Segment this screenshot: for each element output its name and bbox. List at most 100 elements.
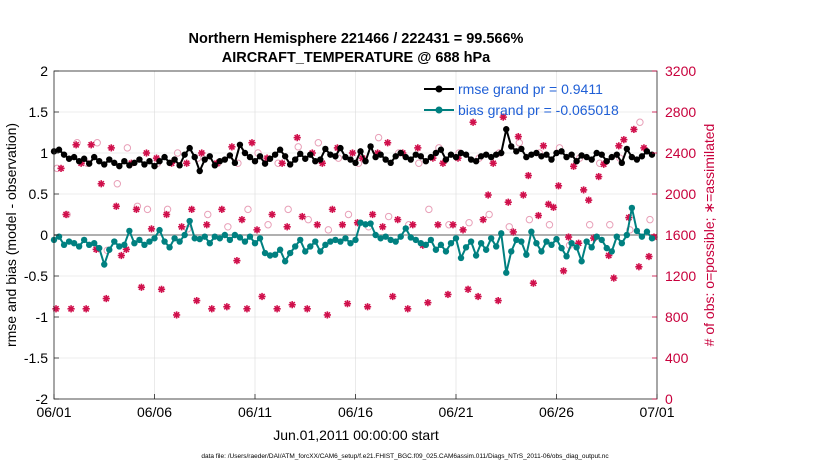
bias-point bbox=[472, 252, 480, 259]
y-right-tick-label: 800 bbox=[665, 309, 689, 325]
bias-point bbox=[126, 227, 133, 235]
rmse-point bbox=[648, 151, 656, 158]
legend-rmse-marker bbox=[435, 85, 443, 93]
rmse-point bbox=[548, 156, 555, 163]
bias-point bbox=[543, 238, 550, 245]
possible-obs-point bbox=[143, 205, 152, 214]
bias-point bbox=[347, 240, 354, 247]
y-left-tick-label: -0.5 bbox=[24, 268, 48, 284]
assimilated-obs-point bbox=[243, 305, 251, 313]
rmse-point bbox=[472, 158, 480, 165]
bias-point bbox=[573, 244, 580, 251]
rmse-point bbox=[65, 155, 73, 162]
rmse-point bbox=[357, 148, 364, 155]
bias-point bbox=[116, 243, 123, 250]
rmse-point bbox=[266, 155, 274, 162]
assimilated-obs-point bbox=[188, 205, 196, 213]
bias-point bbox=[317, 248, 324, 255]
rmse-point bbox=[387, 159, 394, 167]
rmse-point bbox=[628, 153, 636, 161]
y-left-tick-label: 0.5 bbox=[29, 186, 49, 202]
rmse-point bbox=[362, 158, 369, 165]
bias-point bbox=[628, 204, 636, 212]
possible-obs-point bbox=[204, 210, 212, 219]
bias-point bbox=[538, 248, 545, 255]
possible-obs-point bbox=[525, 215, 534, 224]
bias-point bbox=[482, 246, 490, 253]
rmse-point bbox=[442, 156, 450, 163]
rmse-point bbox=[528, 151, 535, 158]
assimilated-obs-point bbox=[509, 228, 517, 236]
bias-point bbox=[387, 236, 394, 244]
y-left-tick-label: -1.5 bbox=[24, 350, 48, 366]
bias-point bbox=[392, 238, 399, 245]
bias-point bbox=[633, 227, 641, 235]
y-right-tick-label: 400 bbox=[665, 350, 689, 366]
rmse-point bbox=[201, 156, 208, 163]
bias-point bbox=[286, 249, 294, 257]
assimilated-obs-point bbox=[630, 125, 638, 134]
rmse-point bbox=[412, 151, 419, 158]
bias-point bbox=[186, 217, 193, 225]
rmse-point bbox=[382, 156, 389, 163]
bias-point bbox=[85, 241, 93, 249]
assimilated-obs-point bbox=[283, 223, 291, 231]
rmse-point bbox=[623, 145, 631, 153]
possible-obs-point bbox=[113, 180, 122, 188]
assimilated-obs-point bbox=[208, 305, 216, 313]
bias-point bbox=[256, 235, 264, 242]
y-axis-right: 3200 2800 2400 2000 1600 1200 800 400 0 bbox=[652, 63, 696, 407]
rmse-point bbox=[121, 158, 128, 165]
bias-point bbox=[558, 244, 565, 252]
assimilated-obs-series bbox=[52, 113, 658, 319]
rmse-point bbox=[568, 151, 575, 158]
bias-point bbox=[402, 225, 409, 232]
rmse-point bbox=[437, 146, 445, 153]
assimilated-obs-point bbox=[268, 210, 276, 219]
chart-title-line1: Northern Hemisphere 221466 / 222431 = 99… bbox=[189, 31, 524, 47]
possible-obs-point bbox=[304, 215, 312, 224]
rmse-point bbox=[317, 156, 324, 163]
assimilated-obs-point bbox=[72, 141, 80, 149]
assimilated-obs-point bbox=[203, 221, 211, 229]
bias-point bbox=[337, 238, 344, 245]
possible-obs-point bbox=[264, 221, 272, 229]
assimilated-obs-point bbox=[384, 139, 392, 147]
assimilated-obs-point bbox=[298, 212, 306, 221]
bias-point bbox=[382, 233, 389, 240]
rmse-point bbox=[166, 159, 173, 167]
assimilated-obs-point bbox=[640, 144, 648, 152]
assimilated-obs-point bbox=[484, 191, 492, 199]
bias-point bbox=[146, 238, 153, 245]
assimilated-obs-point bbox=[142, 149, 151, 157]
y-left-tick-label: -2 bbox=[36, 391, 49, 407]
rmse-point bbox=[538, 153, 545, 160]
bias-point bbox=[332, 236, 339, 244]
rmse-point bbox=[558, 148, 565, 155]
assimilated-obs-point bbox=[494, 297, 502, 305]
bias-point bbox=[608, 248, 615, 255]
possible-obs-point bbox=[626, 226, 634, 234]
rmse-point bbox=[186, 144, 193, 152]
rmse-point bbox=[151, 162, 158, 170]
assimilated-obs-point bbox=[514, 133, 522, 141]
x-axis-label: Jun.01,2011 00:00:00 start bbox=[273, 427, 439, 443]
rmse-point bbox=[573, 158, 580, 165]
bias-point bbox=[357, 219, 364, 226]
rmse-point bbox=[397, 149, 404, 157]
assimilated-obs-point bbox=[449, 221, 457, 229]
bias-point bbox=[281, 258, 289, 265]
bias-point bbox=[297, 236, 304, 244]
rmse-point bbox=[618, 159, 626, 167]
bias-point bbox=[156, 226, 163, 234]
rmse-point bbox=[131, 159, 138, 167]
assimilated-obs-point bbox=[444, 290, 452, 299]
bias-point bbox=[412, 236, 419, 244]
y-right-tick-label: 2400 bbox=[665, 145, 696, 161]
assimilated-obs-point bbox=[469, 118, 477, 126]
assimilated-obs-point bbox=[564, 233, 573, 241]
bias-point bbox=[166, 244, 173, 251]
bias-point bbox=[528, 228, 535, 235]
rmse-point bbox=[543, 151, 550, 158]
